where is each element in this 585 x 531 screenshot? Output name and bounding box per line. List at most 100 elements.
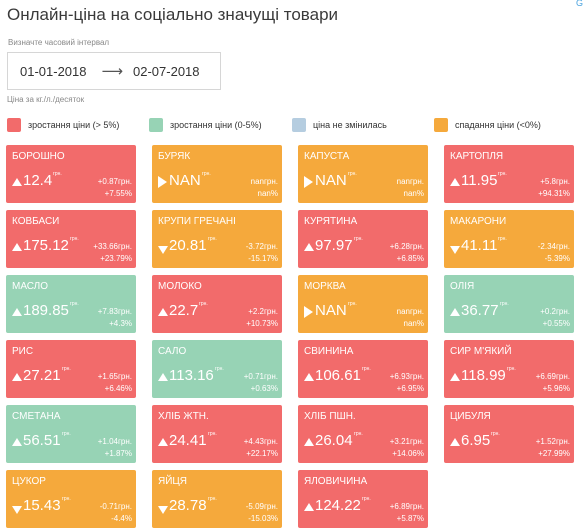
product-name: МОЛОКО <box>158 281 202 292</box>
product-tile[interactable]: КОВБАСИ 175.12 грн. +33.66грн. +23.79% <box>6 210 136 268</box>
product-tile[interactable]: МАСЛО 189.85 грн. +7.83грн. +4.3% <box>6 275 136 333</box>
product-tile[interactable]: РИС 27.21 грн. +1.65грн. +6.46% <box>6 340 136 398</box>
trend-flat-icon <box>304 306 313 318</box>
price-change-pct: +5.96% <box>542 384 570 393</box>
trend-up-icon <box>158 438 168 446</box>
product-tile[interactable]: ЦУКОР 15.43 грн. -0.71грн. -4.4% <box>6 470 136 528</box>
arrow-right-icon: ⟶ <box>101 63 124 80</box>
currency-label: грн. <box>498 236 507 242</box>
currency-label: грн. <box>208 431 217 437</box>
product-price: 113.16 <box>169 367 214 384</box>
currency-label: грн. <box>348 171 357 177</box>
trend-up-icon <box>12 243 22 251</box>
date-range-picker[interactable]: 01-01-2018 ⟶ 02-07-2018 <box>7 52 221 90</box>
product-name: СМЕТАНА <box>12 411 61 422</box>
product-tile[interactable]: СИР М'ЯКИЙ 118.99 грн. +6.69грн. +5.96% <box>444 340 574 398</box>
price-change-pct: +6.46% <box>104 384 132 393</box>
product-name: ХЛІБ ЖТН. <box>158 411 209 422</box>
trend-up-icon <box>12 373 22 381</box>
price-change-abs: +6.28грн. <box>389 242 424 251</box>
legend-label: спадання ціни (<0%) <box>455 120 541 130</box>
product-tile[interactable]: КУРЯТИНА 97.97 грн. +6.28грн. +6.85% <box>298 210 428 268</box>
price-change-pct: -15.03% <box>248 514 278 523</box>
product-tile[interactable]: МОЛОКО 22.7 грн. +2.2грн. +10.73% <box>152 275 282 333</box>
product-name: ЯЙЦЯ <box>158 476 188 487</box>
page-title: Онлайн-ціна на соціально значущі товари <box>7 5 339 24</box>
product-price: 56.51 <box>23 432 61 449</box>
currency-label: грн. <box>348 301 357 307</box>
trend-flat-icon <box>304 176 313 188</box>
legend-label: ціна не змінилась <box>313 120 387 130</box>
price-change-abs: +0.2грн. <box>540 307 570 316</box>
product-tile[interactable]: СМЕТАНА 56.51 грн. +1.04грн. +1.87% <box>6 405 136 463</box>
product-price: 27.21 <box>23 367 61 384</box>
product-tile[interactable]: МОРКВА NAN грн. nanгрн. nan% <box>298 275 428 333</box>
price-change-pct: +0.55% <box>542 319 570 328</box>
currency-label: грн. <box>62 431 71 437</box>
trend-up-icon <box>12 438 22 446</box>
price-change-pct: +14.06% <box>392 449 424 458</box>
price-change-pct: +22.17% <box>246 449 278 458</box>
trend-up-icon <box>12 308 22 316</box>
currency-label: грн. <box>199 301 208 307</box>
product-tile[interactable]: ОЛІЯ 36.77 грн. +0.2грн. +0.55% <box>444 275 574 333</box>
product-price: 118.99 <box>461 367 506 384</box>
product-tile[interactable]: БУРЯК NAN грн. nanгрн. nan% <box>152 145 282 203</box>
product-price: 189.85 <box>23 302 69 319</box>
currency-label: грн. <box>62 496 71 502</box>
price-change-pct: +23.79% <box>100 254 132 263</box>
product-price: 22.7 <box>169 302 199 319</box>
product-tile[interactable]: ЦИБУЛЯ 6.95 грн. +1.52грн. +27.99% <box>444 405 574 463</box>
trend-down-icon <box>450 246 460 254</box>
price-change-pct: nan% <box>403 189 424 198</box>
product-tile[interactable]: КАПУСТА NAN грн. nanгрн. nan% <box>298 145 428 203</box>
product-tile[interactable]: КРУПИ ГРЕЧАНІ 20.81 грн. -3.72грн. -15.17% <box>152 210 282 268</box>
price-change-abs: -5.09грн. <box>245 502 278 511</box>
product-price: 175.12 <box>23 237 69 254</box>
price-change-abs: +0.87грн. <box>97 177 132 186</box>
trend-up-icon <box>12 178 22 186</box>
product-tile[interactable]: ХЛІБ ПШН. 26.04 грн. +3.21грн. +14.06% <box>298 405 428 463</box>
price-change-pct: +4.3% <box>109 319 132 328</box>
price-change-pct: +27.99% <box>538 449 570 458</box>
product-price: NAN <box>315 172 347 189</box>
product-tile[interactable]: МАКАРОНИ 41.11 грн. -2.34грн. -5.39% <box>444 210 574 268</box>
legend-swatch <box>7 118 21 132</box>
date-from-input[interactable]: 01-01-2018 <box>20 63 87 79</box>
price-change-abs: nanгрн. <box>250 177 278 186</box>
currency-label: грн. <box>498 171 507 177</box>
product-tile[interactable]: КАРТОПЛЯ 11.95 грн. +5.8грн. +94.31% <box>444 145 574 203</box>
trend-down-icon <box>158 246 168 254</box>
price-change-pct: -4.4% <box>111 514 132 523</box>
price-change-pct: nan% <box>257 189 278 198</box>
price-change-pct: -5.39% <box>544 254 570 263</box>
product-price: 97.97 <box>315 237 353 254</box>
product-tile[interactable]: ЯЛОВИЧИНА 124.22 грн. +6.89грн. +5.87% <box>298 470 428 528</box>
product-tile[interactable]: ЯЙЦЯ 28.78 грн. -5.09грн. -15.03% <box>152 470 282 528</box>
trend-up-icon <box>304 503 314 511</box>
product-tile[interactable]: САЛО 113.16 грн. +0.71грн. +0.63% <box>152 340 282 398</box>
currency-label: грн. <box>70 301 79 307</box>
currency-label: грн. <box>500 301 509 307</box>
product-tile[interactable]: БОРОШНО 12.4 грн. +0.87грн. +7.55% <box>6 145 136 203</box>
product-name: СИР М'ЯКИЙ <box>450 346 512 357</box>
legend-swatch <box>149 118 163 132</box>
product-tile[interactable]: СВИНИНА 106.61 грн. +6.93грн. +6.95% <box>298 340 428 398</box>
product-price: 36.77 <box>461 302 499 319</box>
price-change-abs: -2.34грн. <box>537 242 570 251</box>
currency-label: грн. <box>70 236 79 242</box>
unit-note: Ціна за кг./л./десяток <box>7 95 85 104</box>
currency-label: грн. <box>507 366 516 372</box>
trend-up-icon <box>158 373 168 381</box>
product-name: ЯЛОВИЧИНА <box>304 476 368 487</box>
product-name: МАСЛО <box>12 281 49 292</box>
date-to-input[interactable]: 02-07-2018 <box>133 63 200 79</box>
price-change-pct: +10.73% <box>246 319 278 328</box>
trend-up-icon <box>450 438 460 446</box>
product-tile[interactable]: ХЛІБ ЖТН. 24.41 грн. +4.43грн. +22.17% <box>152 405 282 463</box>
product-price: 28.78 <box>169 497 207 514</box>
currency-label: грн. <box>362 496 371 502</box>
product-name: КАПУСТА <box>304 151 350 162</box>
product-price: 124.22 <box>315 497 361 514</box>
product-name: КРУПИ ГРЕЧАНІ <box>158 216 236 227</box>
